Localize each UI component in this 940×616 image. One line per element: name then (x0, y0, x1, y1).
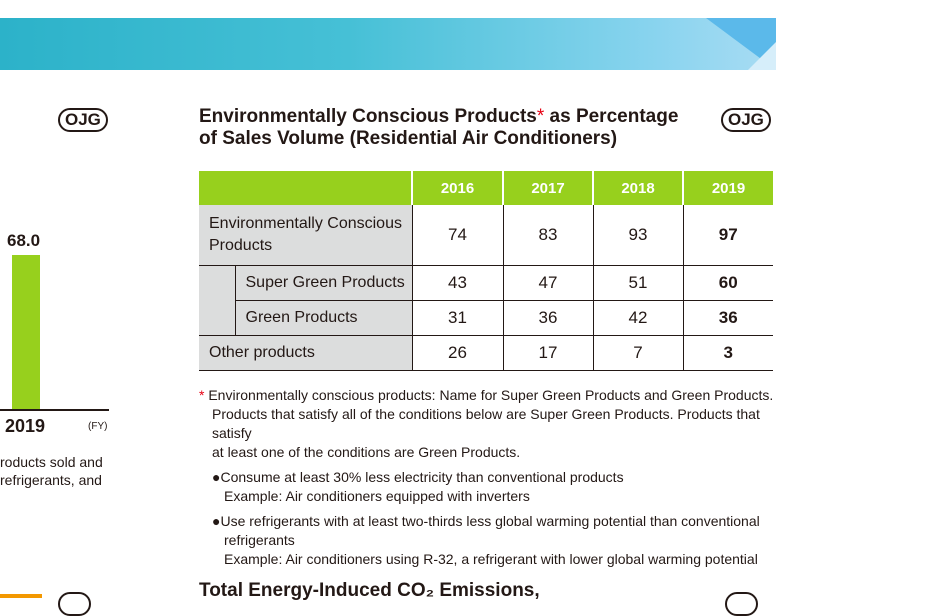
table-cell: 47 (502, 265, 593, 301)
table-cell: 17 (502, 335, 593, 371)
data-table: 2016 2017 2018 2019 Environmentally Cons… (199, 171, 773, 371)
table-cell: 43 (411, 265, 503, 301)
bullet-1: ●Consume at least 30% less electricity t… (199, 468, 779, 487)
next-section-title: Total Energy-Induced CO₂ Emissions, (199, 580, 540, 601)
table-row: Super Green Products 43 47 51 60 (199, 265, 773, 336)
table-cell: 74 (411, 205, 503, 266)
title-asterisk: * (536, 106, 545, 127)
bar-2019 (12, 255, 40, 410)
section-title: Environmentally Conscious Products* as P… (199, 106, 759, 150)
title-text: Environmentally Conscious Products (199, 106, 537, 127)
table-cell: 36 (682, 300, 773, 336)
header-banner (0, 18, 776, 70)
table-cell: 42 (592, 300, 683, 336)
row-label: Environmentally Conscious Products (199, 205, 412, 266)
row-label: Super Green Products (234, 265, 412, 301)
bullet-example: Example: Air conditioners using R-32, a … (224, 551, 758, 567)
table-row: Green Products 31 36 42 36 (199, 300, 773, 336)
bullet-example: Example: Air conditioners equipped with … (224, 488, 530, 504)
bullet-text: Consume at least 30% less electricity th… (220, 469, 624, 485)
header-blank (199, 171, 413, 205)
table-row: Other products 26 17 7 3 (199, 335, 773, 371)
title-text-2: as Percentage (544, 106, 679, 127)
table-cell: 26 (411, 335, 503, 371)
title-line-2: of Sales Volume (Residential Air Conditi… (199, 128, 618, 149)
table-cell: 60 (682, 265, 773, 301)
table-row: Environmentally Conscious Products 74 83… (199, 205, 773, 266)
table-cell: 93 (592, 205, 683, 266)
indent-cell (199, 265, 235, 336)
bullet-text: Use refrigerants with at least two-third… (220, 513, 760, 529)
orange-marker (0, 594, 42, 598)
footnote-text: Products that satisfy all of the conditi… (212, 406, 760, 441)
table-header-row: 2016 2017 2018 2019 (199, 171, 773, 205)
footnote-text: Environmentally conscious products: Name… (208, 387, 774, 403)
bullet-icon: ● (212, 469, 221, 485)
bullet-text-cont: refrigerants (224, 532, 295, 548)
ojg-badge: OJG (721, 108, 771, 132)
banner-triangle-small (748, 42, 776, 70)
footnotes: * Environmentally conscious products: Na… (199, 386, 779, 569)
footnote-text: at least one of the conditions are Green… (212, 444, 521, 460)
ojg-badge-bottom-left (58, 592, 91, 616)
table-cell: 31 (411, 300, 503, 336)
left-caption-line: refrigerants, and (0, 472, 102, 488)
header-year: 2019 (683, 171, 773, 205)
ojg-badge-left: OJG (58, 108, 108, 132)
ojg-badge-bottom (725, 592, 758, 616)
table-cell: 97 (682, 205, 773, 266)
table-cell: 51 (592, 265, 683, 301)
table-cell: 7 (592, 335, 683, 371)
footnote-line: * Environmentally conscious products: Na… (199, 386, 779, 405)
table-cell: 3 (682, 335, 773, 371)
header-year: 2016 (412, 171, 504, 205)
bullet-icon: ● (212, 513, 221, 529)
row-label: Green Products (234, 300, 412, 336)
table-cell: 36 (502, 300, 593, 336)
left-caption: roducts sold and refrigerants, and (0, 453, 103, 489)
header-year: 2017 (503, 171, 594, 205)
x-axis (0, 409, 109, 411)
header-year: 2018 (593, 171, 684, 205)
bullet-2: ●Use refrigerants with at least two-thir… (199, 512, 779, 531)
footnote-asterisk: * (199, 387, 205, 403)
left-caption-line: roducts sold and (0, 454, 103, 470)
fy-label: (FY) (88, 421, 108, 432)
x-tick-2019: 2019 (5, 416, 46, 436)
row-label: Other products (199, 335, 412, 371)
bar-value-label: 68.0 (7, 231, 41, 250)
table-cell: 83 (502, 205, 593, 266)
